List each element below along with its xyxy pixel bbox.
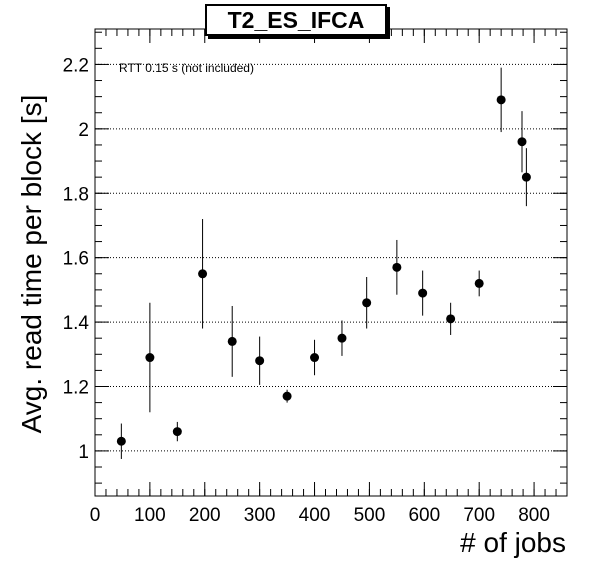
chart-title: T2_ES_IFCA — [205, 4, 387, 36]
data-point — [446, 314, 456, 324]
data-point — [310, 353, 320, 363]
data-point — [116, 436, 126, 446]
y-tick-label: 2.2 — [63, 55, 89, 76]
x-tick-label: 200 — [189, 505, 221, 526]
x-tick-label: 400 — [299, 505, 331, 526]
y-tick-label: 1.6 — [63, 249, 89, 270]
data-points — [116, 67, 531, 459]
data-point — [392, 262, 402, 272]
data-point — [517, 137, 527, 147]
y-tick-label: 2 — [78, 120, 89, 141]
y-tick-label: 1.2 — [63, 377, 89, 398]
y-tick-label: 1 — [78, 442, 89, 463]
x-tick-label: 700 — [463, 505, 495, 526]
x-tick-label: 500 — [354, 505, 386, 526]
plot-frame — [94, 28, 568, 497]
annotation: RTT 0.15 s (not included) — [119, 61, 254, 75]
x-tick-label: 800 — [518, 505, 550, 526]
x-tick-label: 0 — [90, 505, 101, 526]
x-tick-label: 100 — [134, 505, 166, 526]
axis-ticks: 1 1.2 1.4 1.6 1.8 2 2.2 0 100 200 300 400 500 600 700 8… — [63, 29, 568, 526]
data-point — [496, 95, 506, 105]
data-point — [255, 356, 265, 366]
y-axis-label: Avg. read time per block [s] — [16, 94, 47, 434]
data-point — [172, 427, 182, 437]
data-point — [145, 353, 155, 363]
data-point — [227, 336, 237, 346]
data-point — [474, 278, 484, 288]
y-tick-label: 1.8 — [63, 184, 89, 205]
grid-lines — [95, 63, 567, 452]
x-tick-label: 600 — [408, 505, 440, 526]
data-point — [418, 288, 428, 298]
x-tick-label: 300 — [244, 505, 276, 526]
data-point — [337, 333, 347, 343]
data-point — [521, 172, 531, 182]
data-point — [198, 269, 208, 279]
data-point — [362, 298, 372, 308]
data-point — [282, 391, 292, 401]
x-axis-label: # of jobs — [460, 527, 566, 558]
y-tick-label: 1.4 — [63, 313, 90, 334]
